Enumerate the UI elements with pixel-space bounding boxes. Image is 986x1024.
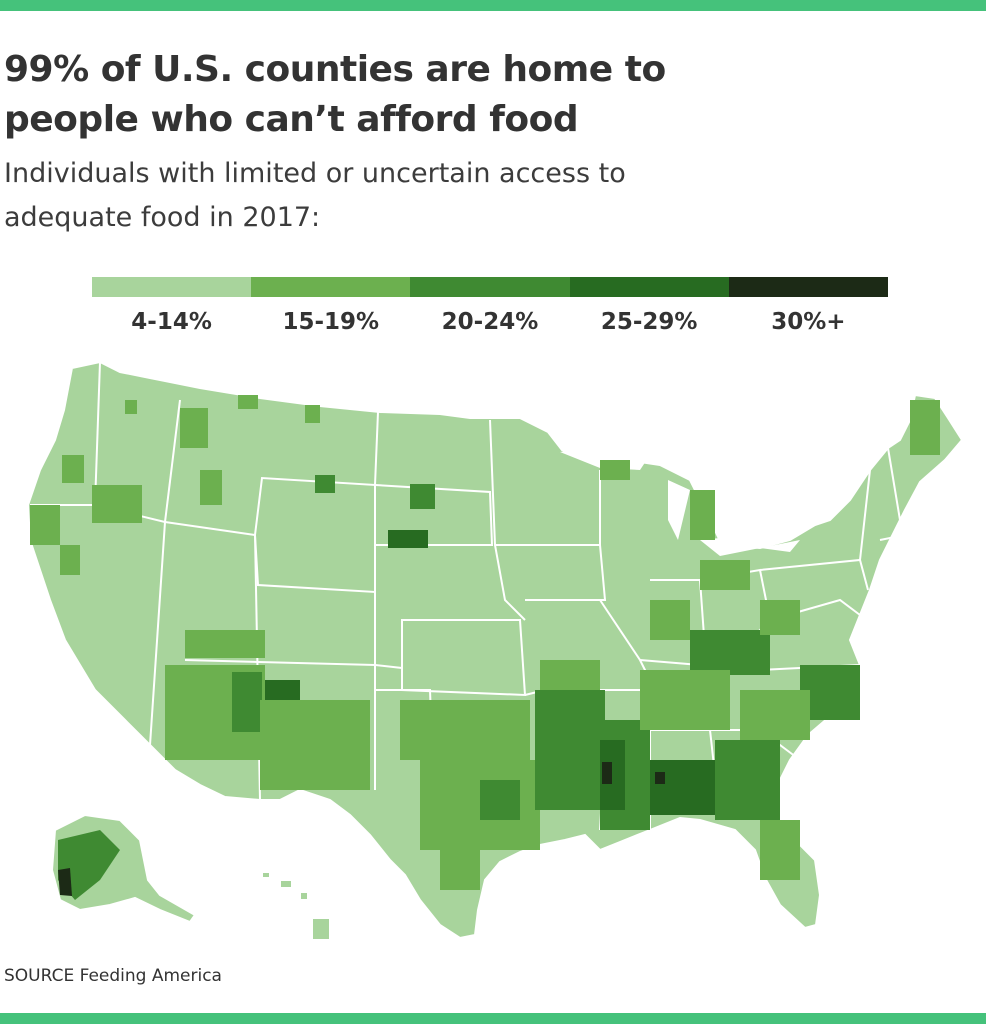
hawaii-island [261,871,271,879]
county-cluster [180,408,208,448]
legend: 4-14% 15-19% 20-24% 25-29% 30%+ [92,277,888,337]
hawaii-island [299,891,309,901]
alaska [50,813,197,924]
legend-item: 30%+ [728,277,888,337]
us-county-map [26,360,964,941]
county-cluster [602,762,612,784]
county-cluster [232,672,262,732]
county-cluster [200,470,222,505]
legend-swatch [728,277,888,297]
county-cluster [62,455,84,483]
county-cluster [740,690,810,740]
alaska-shading [58,868,72,896]
county-cluster [400,700,530,760]
chart-title: 99% of U.S. counties are home to people … [4,49,666,140]
county-cluster [238,395,258,409]
state-border-line [254,485,376,594]
state-border-line [489,419,526,621]
county-cluster [125,400,137,414]
legend-item: 25-29% [569,277,729,337]
county-cluster [690,630,770,675]
county-cluster [480,780,520,820]
legend-label: 25-29% [600,309,698,335]
bottom-accent-rule [0,1013,986,1024]
legend-swatch [569,277,729,297]
county-cluster [440,850,480,890]
county-shading [30,395,940,890]
county-cluster [715,740,780,820]
alaska-shading [58,830,120,900]
legend-item: 20-24% [410,277,570,337]
legend-item: 4-14% [92,277,252,337]
county-cluster [410,484,435,509]
county-cluster [92,485,142,523]
state-border-line [495,544,607,601]
county-cluster [600,460,630,480]
contiguous-us-outline [26,360,964,940]
county-cluster [185,630,265,658]
county-cluster [315,475,335,493]
hawaii [261,871,331,941]
county-cluster [540,660,600,690]
legend-item: 15-19% [251,277,411,337]
legend-swatch [410,277,570,297]
county-cluster [700,560,750,590]
legend-label: 30%+ [771,309,846,335]
legend-label: 15-19% [282,309,380,335]
county-cluster [260,700,370,790]
legend-label: 4-14% [131,309,212,335]
great-lakes [560,444,800,556]
county-cluster [655,772,665,784]
legend-swatch [92,277,252,297]
source-credit: SOURCE Feeding America [4,966,222,986]
county-cluster [305,405,320,423]
county-cluster [910,400,940,455]
county-cluster [30,505,60,545]
legend-swatch [251,277,411,297]
county-cluster [535,690,605,810]
county-cluster [650,600,690,640]
state-border-line [164,399,181,523]
county-cluster [650,760,715,815]
county-cluster [388,530,428,548]
chart-subtitle: Individuals with limited or uncertain ac… [4,158,626,233]
hawaii-island [311,917,331,941]
county-cluster [60,545,80,575]
legend-label: 20-24% [441,309,539,335]
county-cluster [690,490,715,540]
contiguous-us [26,360,964,940]
county-cluster [640,670,730,730]
state-border-line [859,447,906,561]
county-cluster [760,600,800,635]
county-cluster [760,820,800,880]
top-accent-rule [0,0,986,11]
hawaii-island [279,879,293,889]
